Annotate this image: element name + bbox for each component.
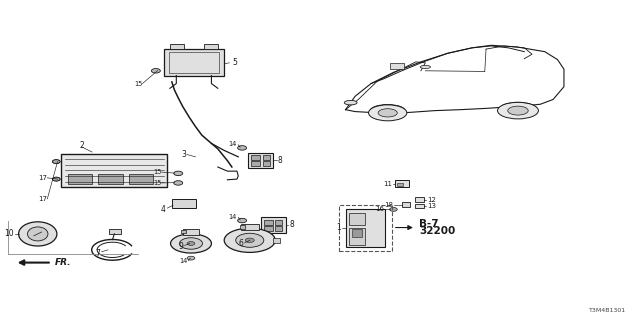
Text: 12: 12 [428,197,436,203]
Ellipse shape [390,207,397,211]
Text: 7: 7 [95,249,100,258]
Text: 15: 15 [153,169,162,175]
Text: 4: 4 [161,204,166,213]
Bar [61,154,167,187]
Ellipse shape [344,100,357,105]
Ellipse shape [28,227,48,241]
Text: 8: 8 [289,220,294,229]
Bar [415,197,424,202]
Text: 14: 14 [228,141,237,147]
Ellipse shape [369,105,407,121]
Text: FR.: FR. [55,258,72,267]
Text: B-7: B-7 [419,219,438,229]
Ellipse shape [171,234,211,253]
Bar [129,174,154,184]
Text: 15: 15 [153,180,162,186]
Bar [170,44,184,50]
Text: 17: 17 [38,175,47,181]
Bar [349,212,365,225]
Ellipse shape [378,109,397,117]
Bar [339,204,392,251]
Text: 2: 2 [79,141,84,150]
Ellipse shape [52,177,60,181]
Bar [402,202,410,207]
Ellipse shape [179,238,202,249]
Bar [204,44,218,50]
Bar [396,180,410,187]
Bar [275,220,282,225]
Bar [241,224,259,230]
Ellipse shape [497,102,538,119]
Ellipse shape [187,256,195,260]
Bar [352,229,362,237]
Ellipse shape [236,233,264,247]
Text: 16: 16 [375,206,384,212]
Text: 3: 3 [181,150,186,159]
Ellipse shape [173,171,182,176]
Text: 14: 14 [179,258,187,264]
Bar [264,220,273,225]
Bar [109,229,121,234]
Ellipse shape [245,238,254,243]
Text: 1: 1 [337,223,341,232]
Ellipse shape [187,242,195,245]
Text: 32200: 32200 [419,226,455,236]
Bar [99,174,123,184]
Text: 11: 11 [383,180,392,187]
Bar [164,50,224,76]
Text: 8: 8 [278,156,283,165]
Ellipse shape [420,65,431,68]
Bar [68,174,92,184]
Text: 18: 18 [384,202,393,208]
Ellipse shape [224,228,275,252]
Bar [169,52,219,73]
Bar [172,199,196,208]
Bar [397,183,403,186]
Ellipse shape [152,68,161,73]
Text: T3M4B1301: T3M4B1301 [589,308,627,313]
Bar [180,230,186,233]
Ellipse shape [237,146,246,150]
Bar [239,225,244,228]
Bar [262,155,269,160]
Ellipse shape [52,160,60,164]
Text: 5: 5 [232,58,237,67]
Bar [264,226,273,231]
Bar [251,161,260,166]
Bar [182,229,199,235]
Bar [261,217,285,233]
Ellipse shape [19,222,57,246]
Text: 17: 17 [38,196,47,202]
Text: 6: 6 [239,239,243,248]
Ellipse shape [173,181,182,185]
Bar [273,238,280,243]
Bar [349,228,365,245]
Bar [262,161,269,166]
Ellipse shape [52,160,60,164]
Text: 14: 14 [228,214,237,220]
Ellipse shape [508,106,528,115]
Text: 10: 10 [4,229,13,238]
Bar [346,209,385,247]
Bar [415,204,424,208]
Ellipse shape [52,177,60,181]
Ellipse shape [237,218,246,223]
Text: 9: 9 [179,242,183,251]
Bar [251,155,260,160]
Bar [390,63,404,69]
Bar [275,226,282,231]
Bar [248,153,273,168]
Text: 15: 15 [134,81,143,86]
Text: 13: 13 [428,203,436,209]
